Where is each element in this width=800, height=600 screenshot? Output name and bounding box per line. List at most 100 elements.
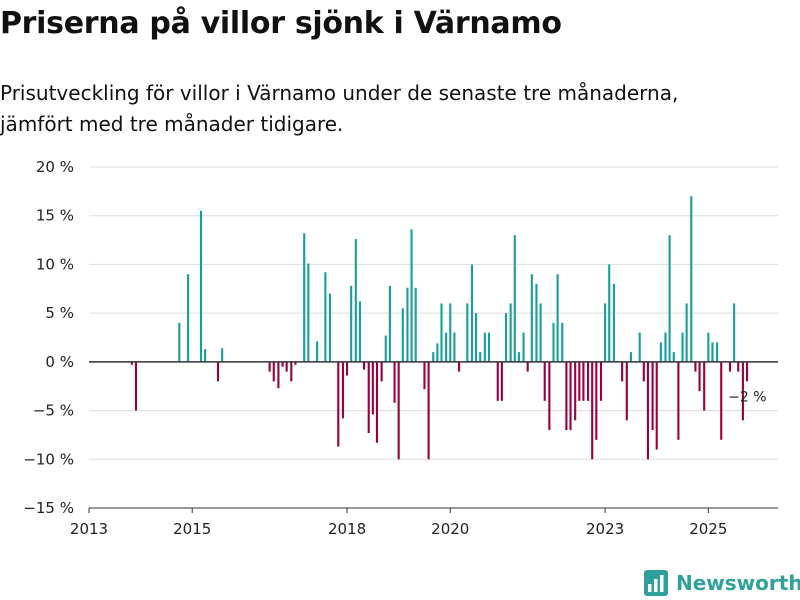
bar-positive xyxy=(556,274,559,362)
bar-positive xyxy=(504,313,508,362)
bar-negative xyxy=(595,361,598,440)
grid-lines xyxy=(89,166,778,509)
page-title: Priserna på villor sjönk i Värnamo xyxy=(0,6,562,41)
bar-negative xyxy=(345,361,349,376)
bar-negative xyxy=(651,361,654,431)
bar-negative xyxy=(578,361,581,401)
bar-positive xyxy=(358,301,362,362)
bar-negative xyxy=(496,361,499,401)
bar-negative xyxy=(216,361,220,382)
bar-positive xyxy=(303,233,306,362)
bar-negative xyxy=(337,361,340,447)
bar-positive xyxy=(690,196,693,362)
x-tick-label: 2018 xyxy=(328,520,366,538)
bar-positive xyxy=(445,332,448,362)
bar-negative xyxy=(294,361,297,365)
bar-positive xyxy=(401,308,404,362)
bar-positive xyxy=(187,274,190,362)
bar-positive xyxy=(530,274,533,362)
last-value-annotation: −2 % xyxy=(728,389,766,405)
bar-positive xyxy=(668,235,671,362)
bar-negative xyxy=(720,361,723,440)
y-tick-label: 5 % xyxy=(45,304,74,322)
axes xyxy=(88,361,778,513)
bar-negative xyxy=(574,361,577,421)
y-tick-label: −15 % xyxy=(23,499,74,517)
bar-positive xyxy=(522,332,525,362)
bar-positive xyxy=(178,322,181,362)
bar-negative xyxy=(423,361,426,390)
bar-positive xyxy=(384,335,387,362)
bar-negative xyxy=(698,361,701,392)
bar-negative xyxy=(268,361,271,372)
bar-negative xyxy=(375,361,379,443)
bar-negative xyxy=(741,361,744,421)
bar-positive xyxy=(453,332,456,362)
bar-positive xyxy=(324,272,327,362)
bar-positive xyxy=(733,303,736,362)
y-tick-label: 15 % xyxy=(36,207,74,225)
bar-positive xyxy=(707,332,710,362)
bar-positive xyxy=(716,342,719,362)
bar-negative xyxy=(565,361,568,431)
bar-positive xyxy=(513,235,516,362)
bar-positive xyxy=(204,349,207,362)
bar-negative xyxy=(281,361,284,367)
newsworthy-brand[interactable]: Newsworthy xyxy=(644,568,800,598)
bar-negative xyxy=(582,361,585,401)
bar-negative xyxy=(427,361,430,460)
bar-positive xyxy=(483,332,486,362)
bar-positive xyxy=(659,342,662,362)
bar-negative xyxy=(737,361,740,372)
bar-negative xyxy=(526,361,529,372)
bar-positive xyxy=(685,303,688,362)
bar-positive xyxy=(307,263,310,362)
y-tick-label: 0 % xyxy=(45,353,74,371)
bar-negative xyxy=(569,361,572,431)
bar-positive xyxy=(354,239,357,362)
bar-negative xyxy=(621,361,624,382)
bar-negative xyxy=(285,361,288,372)
bar-positive xyxy=(561,322,564,362)
y-tick-label: 20 % xyxy=(36,158,74,176)
bar-positive xyxy=(316,341,319,362)
y-tick-label: −5 % xyxy=(33,402,74,420)
bar-positive xyxy=(436,343,439,362)
x-tick-label: 2015 xyxy=(173,520,211,538)
bar-negative xyxy=(380,361,383,382)
bar-positive xyxy=(629,352,632,362)
bar-negative xyxy=(591,361,594,460)
bar-positive xyxy=(414,287,417,362)
bar-positive xyxy=(350,285,353,362)
subtitle-line-2: jämfört med tre månader tidigare. xyxy=(0,112,344,136)
x-tick-label: 2020 xyxy=(431,520,469,538)
bar-positive xyxy=(552,322,555,362)
bar-positive xyxy=(440,303,443,362)
bar-negative xyxy=(277,361,280,389)
bar-positive xyxy=(681,332,684,362)
bar-negative xyxy=(694,361,697,372)
bar-positive xyxy=(664,332,667,362)
bar-negative xyxy=(646,361,649,460)
bar-positive xyxy=(509,303,512,362)
bar-positive xyxy=(221,348,224,362)
bar-negative xyxy=(272,361,275,382)
y-tick-label: −10 % xyxy=(23,450,74,468)
bar-negative xyxy=(745,361,749,382)
tick-labels: 20 % 15 % 10 % 5 % 0 % −5 % −10 % −15 % 2013 2015… xyxy=(23,158,766,538)
bar-positive xyxy=(539,303,542,362)
chart-subtitle: Prisutveckling för villor i Värnamo unde… xyxy=(0,78,780,140)
bar-negative xyxy=(341,361,344,419)
bar-negative xyxy=(677,361,680,440)
bar-positive xyxy=(604,303,607,362)
bar-positive xyxy=(406,287,409,362)
bars xyxy=(130,196,749,460)
bar-positive xyxy=(475,313,478,362)
bar-negative xyxy=(130,361,133,365)
bar-negative xyxy=(728,361,732,372)
bar-positive xyxy=(466,303,469,362)
bar-negative xyxy=(642,361,645,382)
bar-negative xyxy=(625,361,628,421)
bar-negative xyxy=(548,361,551,431)
